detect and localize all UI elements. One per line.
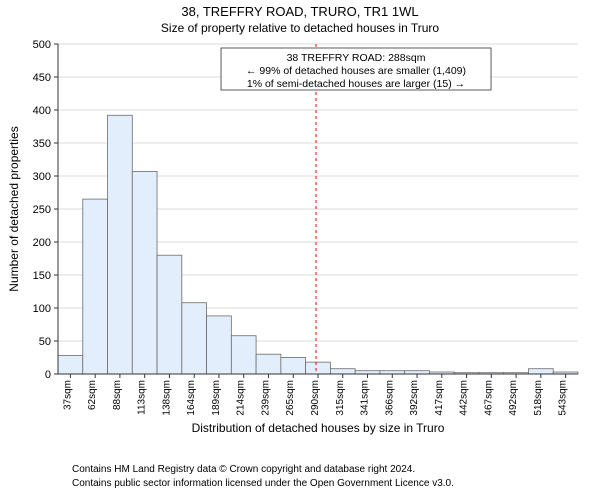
y-tick-label: 50 <box>39 336 51 348</box>
x-tick-label: 315sqm <box>335 380 346 416</box>
chart-svg: 38, TREFFRY ROAD, TRURO, TR1 1WL Size of … <box>0 0 600 500</box>
histogram-chart: 38, TREFFRY ROAD, TRURO, TR1 1WL Size of … <box>0 0 600 500</box>
histogram-bar <box>182 303 207 374</box>
y-tick-label: 400 <box>33 105 51 117</box>
histogram-bar <box>281 358 306 375</box>
x-tick-label: 138sqm <box>161 380 172 416</box>
histogram-bar <box>256 354 281 374</box>
x-tick-label: 417sqm <box>434 380 445 416</box>
x-tick-label: 366sqm <box>384 380 395 416</box>
x-tick-label: 62sqm <box>87 380 98 410</box>
x-tick-label: 239sqm <box>260 380 271 416</box>
y-tick-label: 0 <box>45 369 51 381</box>
footer-licence: Contains public sector information licen… <box>72 478 454 489</box>
x-tick-label: 265sqm <box>285 380 296 416</box>
y-tick-label: 350 <box>33 138 51 150</box>
x-tick-label: 164sqm <box>186 380 197 416</box>
callout-line: ← 99% of detached houses are smaller (1,… <box>246 65 466 77</box>
y-tick-label: 450 <box>33 72 51 84</box>
histogram-bar <box>207 316 232 374</box>
histogram-bar <box>132 171 157 374</box>
x-tick-label: 492sqm <box>508 380 519 416</box>
chart-subtitle: Size of property relative to detached ho… <box>161 21 439 35</box>
x-tick-label: 518sqm <box>533 380 544 416</box>
y-axis-label: Number of detached properties <box>7 126 21 291</box>
y-tick-label: 500 <box>33 39 51 51</box>
histogram-bar <box>83 199 108 374</box>
footer-copyright: Contains HM Land Registry data © Crown c… <box>72 464 415 475</box>
x-tick-label: 392sqm <box>409 380 420 416</box>
histogram-bar <box>58 356 83 374</box>
y-tick-label: 100 <box>33 303 51 315</box>
x-tick-label: 290sqm <box>310 380 321 416</box>
x-tick-label: 113sqm <box>137 380 148 415</box>
y-tick-label: 300 <box>33 171 51 183</box>
y-tick-label: 150 <box>33 270 51 282</box>
y-tick-label: 250 <box>33 204 51 216</box>
x-tick-label: 189sqm <box>211 380 222 416</box>
x-axis-label: Distribution of detached houses by size … <box>192 421 445 435</box>
histogram-bar <box>306 362 331 374</box>
histogram-bar <box>330 369 355 374</box>
y-tick-label: 200 <box>33 237 51 249</box>
histogram-bar <box>108 115 133 374</box>
histogram-bar <box>157 255 182 374</box>
x-tick-label: 467sqm <box>483 380 494 416</box>
x-tick-label: 214sqm <box>236 380 247 416</box>
x-tick-label: 37sqm <box>62 380 73 410</box>
x-tick-label: 442sqm <box>459 380 470 416</box>
chart-title: 38, TREFFRY ROAD, TRURO, TR1 1WL <box>181 4 418 19</box>
histogram-bar <box>528 369 553 374</box>
callout-line: 38 TREFFRY ROAD: 288sqm <box>287 52 426 64</box>
x-tick-label: 341sqm <box>360 380 371 416</box>
x-tick-label: 88sqm <box>112 380 123 410</box>
x-tick-label: 543sqm <box>558 380 569 416</box>
callout-line: 1% of semi-detached houses are larger (1… <box>247 78 465 90</box>
histogram-bar <box>231 336 256 374</box>
